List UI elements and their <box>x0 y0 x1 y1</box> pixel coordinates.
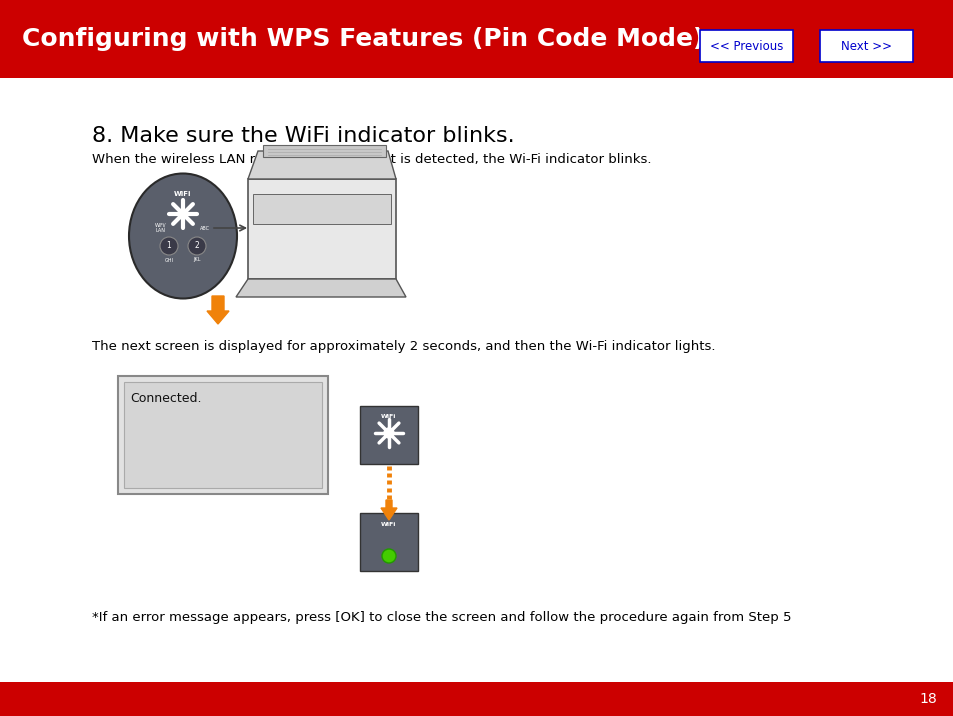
FancyBboxPatch shape <box>0 682 953 716</box>
Circle shape <box>160 237 178 255</box>
Text: << Previous: << Previous <box>709 39 782 52</box>
Circle shape <box>381 549 395 563</box>
FancyArrow shape <box>207 296 229 324</box>
Text: WiFi: WiFi <box>381 523 396 528</box>
FancyBboxPatch shape <box>124 382 322 488</box>
FancyArrow shape <box>380 500 396 520</box>
FancyBboxPatch shape <box>820 30 912 62</box>
Text: *If an error message appears, press [OK] to close the screen and follow the proc: *If an error message appears, press [OK]… <box>91 611 791 624</box>
Circle shape <box>384 428 394 438</box>
Text: ABC: ABC <box>200 226 210 231</box>
FancyBboxPatch shape <box>359 406 417 464</box>
FancyBboxPatch shape <box>263 145 386 157</box>
Text: Next >>: Next >> <box>841 39 891 52</box>
Text: 8. Make sure the WiFi indicator blinks.: 8. Make sure the WiFi indicator blinks. <box>91 126 514 146</box>
Text: The next screen is displayed for approximately 2 seconds, and then the Wi-Fi ind: The next screen is displayed for approxi… <box>91 340 715 353</box>
FancyBboxPatch shape <box>0 0 953 78</box>
FancyBboxPatch shape <box>359 513 417 571</box>
Text: Connected.: Connected. <box>130 392 201 405</box>
FancyBboxPatch shape <box>253 194 391 224</box>
Text: 2: 2 <box>194 241 199 251</box>
FancyBboxPatch shape <box>248 179 395 279</box>
Circle shape <box>188 237 206 255</box>
Text: WiFi/
LAN: WiFi/ LAN <box>155 223 167 233</box>
FancyBboxPatch shape <box>700 30 792 62</box>
Text: WiFi: WiFi <box>174 191 192 197</box>
FancyBboxPatch shape <box>118 376 328 494</box>
Ellipse shape <box>129 173 236 299</box>
Text: JKL: JKL <box>193 258 200 263</box>
Text: WiFi: WiFi <box>381 414 396 418</box>
Polygon shape <box>235 279 406 297</box>
Circle shape <box>178 209 188 219</box>
Text: GHI: GHI <box>164 258 173 263</box>
Text: 1: 1 <box>167 241 172 251</box>
Text: Configuring with WPS Features (Pin Code Mode): Configuring with WPS Features (Pin Code … <box>22 27 703 51</box>
Polygon shape <box>248 151 395 179</box>
Text: When the wireless LAN router or access point is detected, the Wi-Fi indicator bl: When the wireless LAN router or access p… <box>91 153 651 166</box>
Text: 18: 18 <box>918 692 936 706</box>
